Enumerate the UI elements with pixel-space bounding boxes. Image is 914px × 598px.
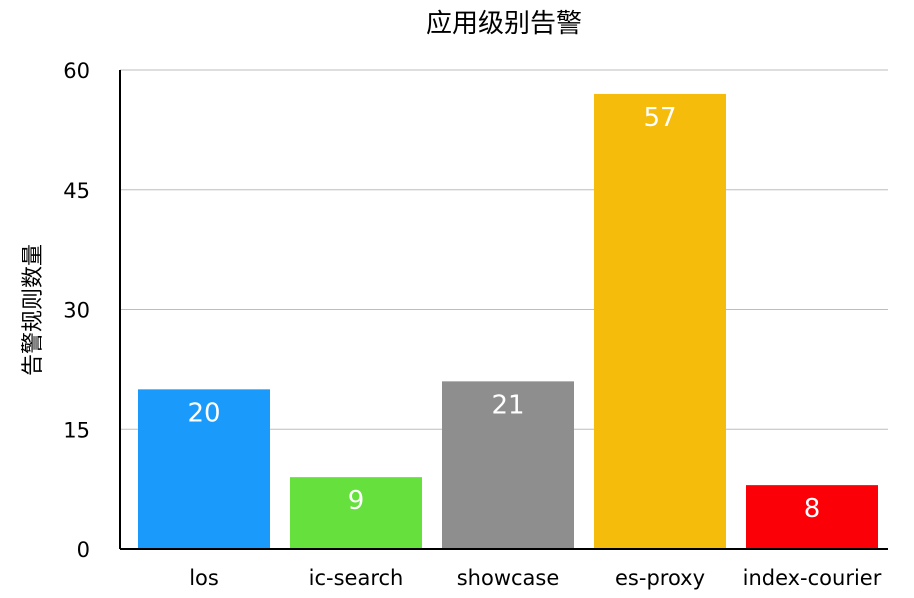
data-label: 9 xyxy=(348,486,365,516)
gridlines xyxy=(120,70,888,429)
bar-es-proxy xyxy=(594,94,726,549)
data-label: 8 xyxy=(804,494,821,524)
data-label: 21 xyxy=(491,390,524,420)
chart-title: 应用级别告警 xyxy=(426,9,582,39)
x-category-label: ic-search xyxy=(309,566,404,590)
data-label: 57 xyxy=(643,103,676,133)
y-tick-label: 60 xyxy=(63,59,90,83)
x-category-label: los xyxy=(189,566,219,590)
y-axis-label: 告警规则数量 xyxy=(21,244,46,376)
y-tick-label: 0 xyxy=(77,538,90,562)
x-category-label: es-proxy xyxy=(615,566,705,590)
x-category-label: showcase xyxy=(457,566,560,590)
x-category-labels: los ic-search showcase es-proxy index-courie… xyxy=(189,566,882,590)
bars xyxy=(138,94,878,549)
y-tick-labels: 0 15 30 45 60 xyxy=(63,59,90,562)
y-tick-label: 30 xyxy=(63,299,90,323)
x-category-label: index-courier xyxy=(743,566,882,590)
y-tick-label: 45 xyxy=(63,179,90,203)
y-tick-label: 15 xyxy=(63,418,90,442)
data-label: 20 xyxy=(187,398,220,428)
